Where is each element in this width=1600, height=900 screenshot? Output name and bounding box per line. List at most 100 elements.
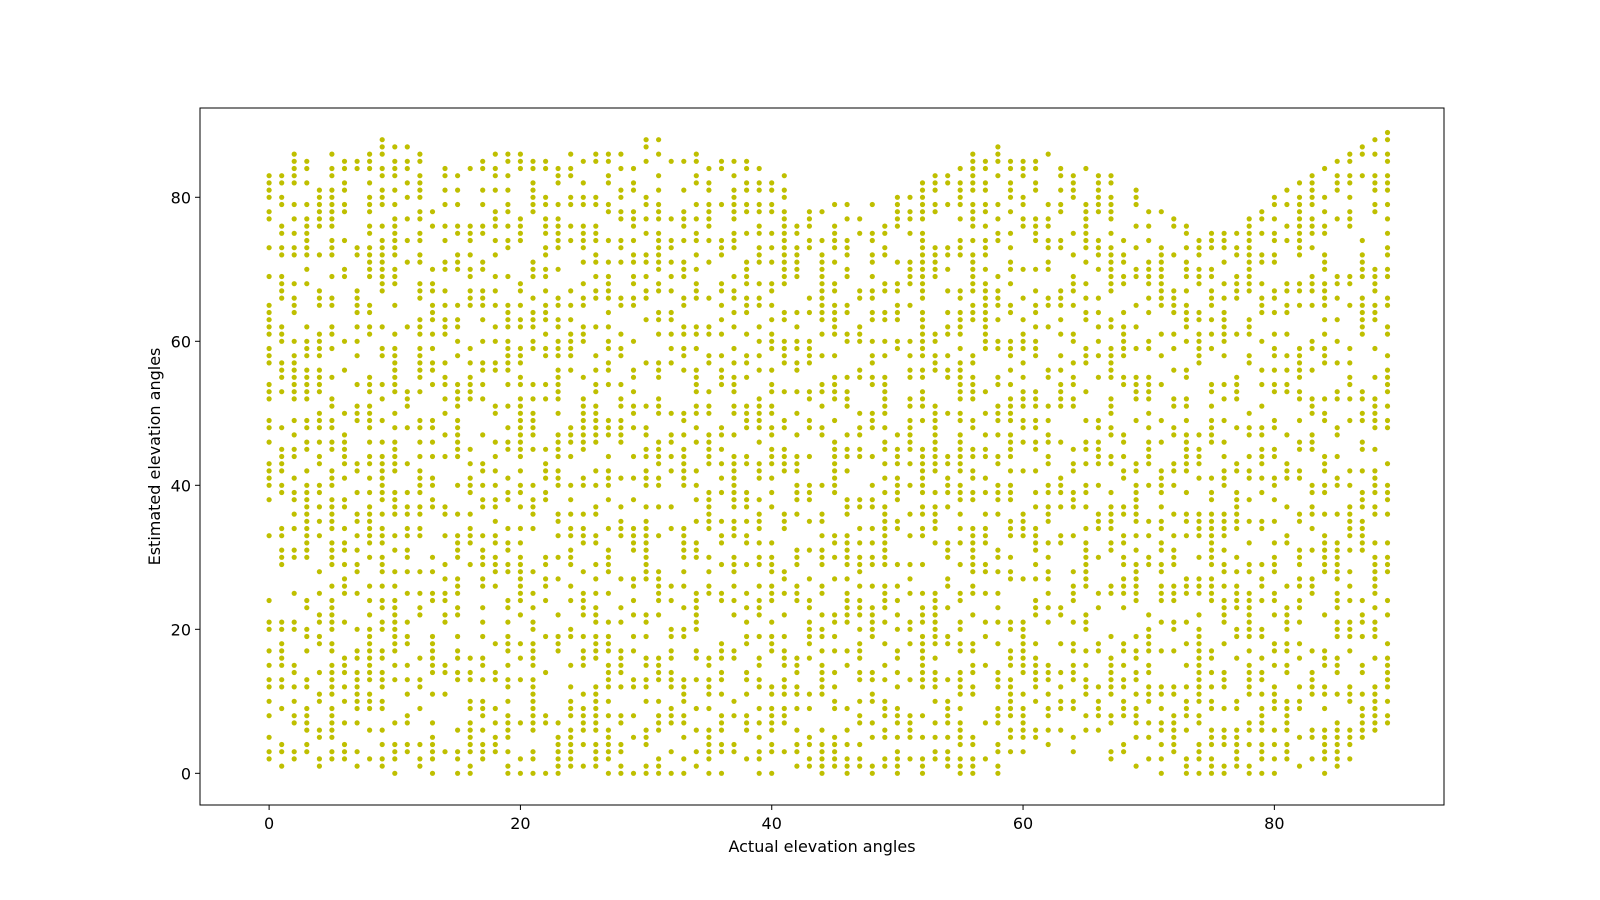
data-point: [517, 489, 524, 496]
data-point: [505, 173, 511, 179]
data-point: [1196, 518, 1202, 524]
data-point: [693, 266, 699, 272]
data-point: [417, 525, 423, 532]
data-point: [844, 554, 850, 560]
data-point: [517, 317, 524, 323]
data-point: [656, 266, 662, 272]
data-point: [832, 281, 838, 287]
data-point: [1133, 655, 1139, 661]
data-point: [279, 281, 285, 287]
data-point: [1095, 511, 1101, 517]
data-point: [354, 655, 360, 661]
data-point: [945, 245, 951, 251]
data-point: [643, 698, 649, 704]
data-point: [1234, 749, 1240, 755]
data-point: [1309, 446, 1315, 452]
data-point: [442, 453, 448, 460]
data-point: [1372, 605, 1378, 611]
data-point: [568, 525, 574, 532]
data-point: [932, 173, 938, 179]
data-point: [656, 317, 662, 323]
data-point: [543, 475, 549, 481]
data-point: [744, 425, 750, 431]
data-point: [769, 489, 775, 496]
data-point: [1158, 619, 1164, 625]
data-point: [1372, 209, 1378, 215]
data-point: [266, 324, 272, 330]
data-point: [1309, 489, 1315, 496]
data-point: [593, 194, 599, 200]
data-point: [844, 497, 850, 503]
data-point: [1384, 367, 1391, 373]
data-point: [894, 561, 901, 568]
data-point: [442, 576, 448, 582]
data-point: [568, 533, 574, 539]
data-point: [329, 612, 335, 618]
data-point: [341, 201, 348, 208]
data-point: [857, 453, 863, 460]
data-point: [1234, 605, 1240, 611]
data-point: [341, 158, 348, 164]
data-point: [970, 266, 976, 272]
data-point: [731, 554, 737, 560]
data-point: [543, 583, 549, 589]
data-point: [555, 216, 561, 222]
data-point: [555, 554, 561, 560]
data-point: [1108, 374, 1114, 380]
data-point: [957, 237, 963, 244]
data-point: [1133, 734, 1139, 740]
data-point: [1309, 201, 1315, 208]
data-point: [455, 338, 461, 344]
data-point: [1045, 237, 1051, 244]
data-point: [455, 590, 461, 596]
data-point: [1271, 597, 1277, 604]
data-point: [1208, 489, 1215, 496]
data-point: [404, 504, 410, 510]
data-point: [1121, 698, 1127, 704]
data-point: [279, 705, 285, 712]
data-point: [718, 237, 725, 244]
data-point: [718, 540, 725, 546]
data-point: [442, 317, 448, 323]
data-point: [505, 302, 511, 308]
data-point: [1095, 173, 1101, 179]
data-point: [1221, 439, 1227, 445]
data-point: [354, 590, 360, 596]
data-point: [1045, 605, 1051, 611]
data-point: [367, 533, 373, 539]
data-point: [643, 194, 649, 200]
data-point: [1284, 381, 1290, 388]
data-point: [316, 439, 322, 445]
data-point: [392, 648, 398, 654]
data-point: [744, 403, 750, 409]
data-point: [291, 713, 297, 719]
data-point: [744, 713, 750, 719]
data-point: [530, 504, 536, 510]
data-point: [982, 489, 989, 496]
data-point: [957, 216, 963, 222]
data-point: [970, 662, 976, 668]
data-point: [1359, 468, 1365, 474]
data-point: [1347, 396, 1353, 402]
data-point: [467, 525, 473, 532]
data-point: [1334, 158, 1340, 164]
data-point: [1083, 223, 1089, 229]
data-point: [1234, 489, 1240, 496]
data-point: [1284, 698, 1290, 704]
data-point: [1158, 417, 1164, 424]
data-point: [1108, 713, 1114, 719]
data-point: [392, 597, 398, 604]
data-point: [957, 288, 963, 294]
data-point: [656, 662, 662, 668]
data-point: [769, 641, 775, 647]
data-point: [429, 741, 436, 748]
data-point: [706, 461, 712, 467]
data-point: [392, 756, 398, 762]
data-point: [379, 259, 385, 265]
data-point: [1372, 561, 1378, 568]
data-point: [1334, 633, 1340, 640]
data-point: [857, 583, 863, 589]
data-point: [580, 569, 586, 575]
data-point: [392, 468, 398, 474]
data-point: [706, 446, 712, 452]
